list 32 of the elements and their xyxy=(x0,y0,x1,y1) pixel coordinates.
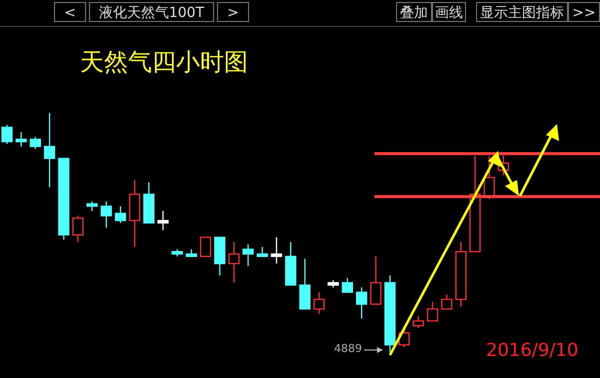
text: 叠加 xyxy=(396,2,432,22)
candlestick xyxy=(242,244,254,267)
candlestick xyxy=(30,136,41,150)
text: 画线 xyxy=(432,2,466,22)
candlestick xyxy=(299,258,310,310)
annotation: 2016/9/10 xyxy=(486,340,578,361)
candlestick xyxy=(200,236,212,257)
candlestick xyxy=(86,200,98,212)
candlestick xyxy=(228,241,240,284)
candlestick xyxy=(370,256,382,305)
chart-title: 天然气四小时图 xyxy=(80,49,248,78)
candlestick xyxy=(1,124,13,145)
candlestick xyxy=(342,277,354,293)
candlestick xyxy=(441,294,452,310)
text: >> xyxy=(568,2,600,22)
candlestick xyxy=(157,210,169,231)
candlestick xyxy=(412,316,424,329)
annotation: 4889 xyxy=(334,342,362,355)
candlestick xyxy=(426,301,438,322)
candlestick xyxy=(256,246,268,257)
text: 显示主图指标 xyxy=(476,2,568,22)
candlestick xyxy=(313,292,325,314)
candlestick xyxy=(44,113,56,188)
chart-subtitle: 液化天然气100T xyxy=(89,2,214,22)
candlestick xyxy=(16,132,27,148)
candlestick xyxy=(270,236,282,264)
candlestick xyxy=(114,206,126,224)
text: > xyxy=(217,2,249,22)
candlestick xyxy=(356,286,368,320)
candlestick xyxy=(72,215,84,243)
candlestick xyxy=(100,200,112,228)
text: < xyxy=(54,2,86,22)
